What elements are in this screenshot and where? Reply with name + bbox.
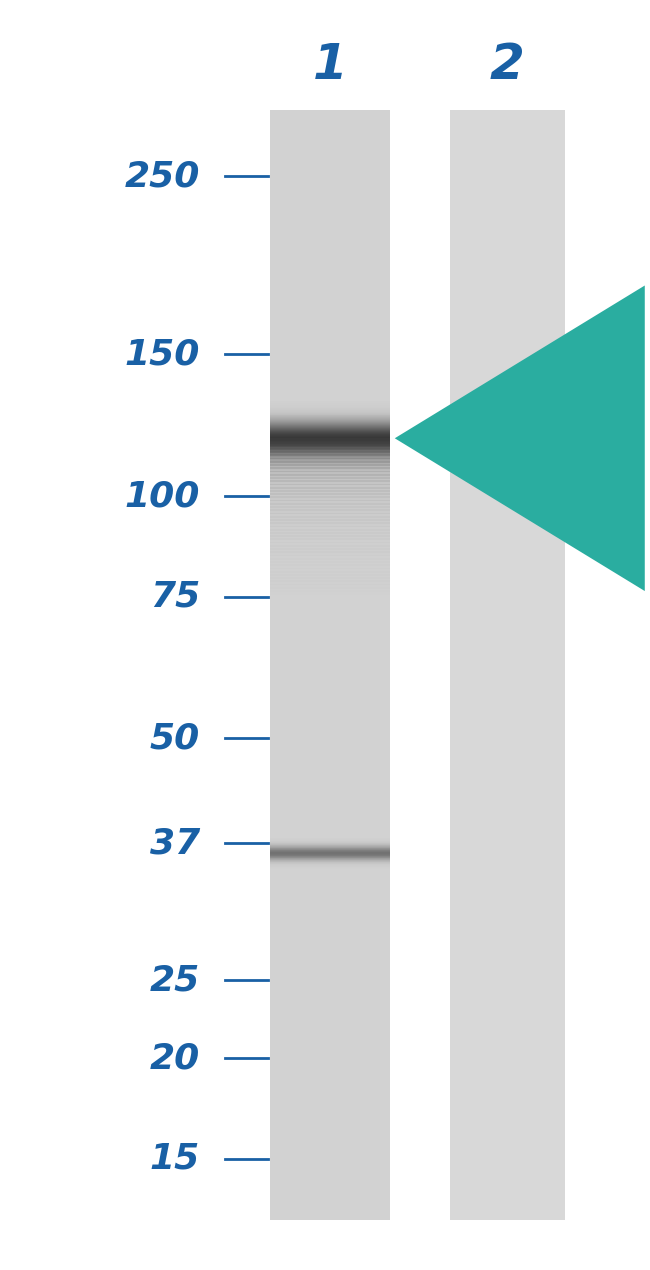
Bar <box>270 516 390 521</box>
Bar <box>270 499 390 504</box>
Bar <box>270 464 390 469</box>
Text: 20: 20 <box>150 1041 200 1076</box>
Bar <box>270 538 390 544</box>
Bar <box>270 497 390 502</box>
Text: 1: 1 <box>313 41 347 89</box>
Bar <box>270 564 390 569</box>
Bar <box>270 587 390 592</box>
Text: 250: 250 <box>125 159 200 193</box>
Bar <box>270 528 390 533</box>
Bar <box>270 438 390 443</box>
Bar <box>270 591 390 596</box>
Bar <box>270 535 390 540</box>
Text: 50: 50 <box>150 721 200 756</box>
Bar <box>270 526 390 531</box>
Bar <box>270 519 390 525</box>
Bar <box>450 110 565 1220</box>
Bar <box>270 471 390 475</box>
Bar <box>270 478 390 483</box>
Text: 15: 15 <box>150 1142 200 1176</box>
Bar <box>270 455 390 460</box>
Text: 100: 100 <box>125 479 200 513</box>
Bar <box>270 577 390 582</box>
Bar <box>270 568 390 573</box>
Text: 150: 150 <box>125 338 200 371</box>
Bar <box>270 480 390 485</box>
Bar <box>270 474 390 479</box>
Bar <box>270 467 390 472</box>
Bar <box>270 561 390 566</box>
Bar <box>270 503 390 508</box>
Bar <box>270 110 390 1220</box>
Bar <box>270 461 390 466</box>
Bar <box>270 558 390 563</box>
Bar <box>270 507 390 511</box>
Bar <box>270 442 390 447</box>
Bar <box>270 532 390 537</box>
Bar <box>270 584 390 589</box>
Bar <box>270 486 390 491</box>
Text: 75: 75 <box>150 579 200 613</box>
Bar <box>270 448 390 453</box>
Bar <box>270 451 390 456</box>
Text: 2: 2 <box>489 41 525 89</box>
Bar <box>270 522 390 527</box>
Bar <box>270 493 390 498</box>
Bar <box>270 545 390 550</box>
Bar <box>270 570 390 575</box>
Text: 25: 25 <box>150 964 200 997</box>
Bar <box>270 490 390 495</box>
Bar <box>270 444 390 450</box>
Bar <box>270 513 390 518</box>
Text: 37: 37 <box>150 827 200 860</box>
Bar <box>270 574 390 579</box>
Bar <box>270 551 390 556</box>
Bar <box>270 484 390 489</box>
Bar <box>270 555 390 560</box>
Bar <box>270 542 390 546</box>
Bar <box>270 509 390 514</box>
Bar <box>270 457 390 462</box>
Bar <box>270 549 390 554</box>
Bar <box>270 580 390 585</box>
